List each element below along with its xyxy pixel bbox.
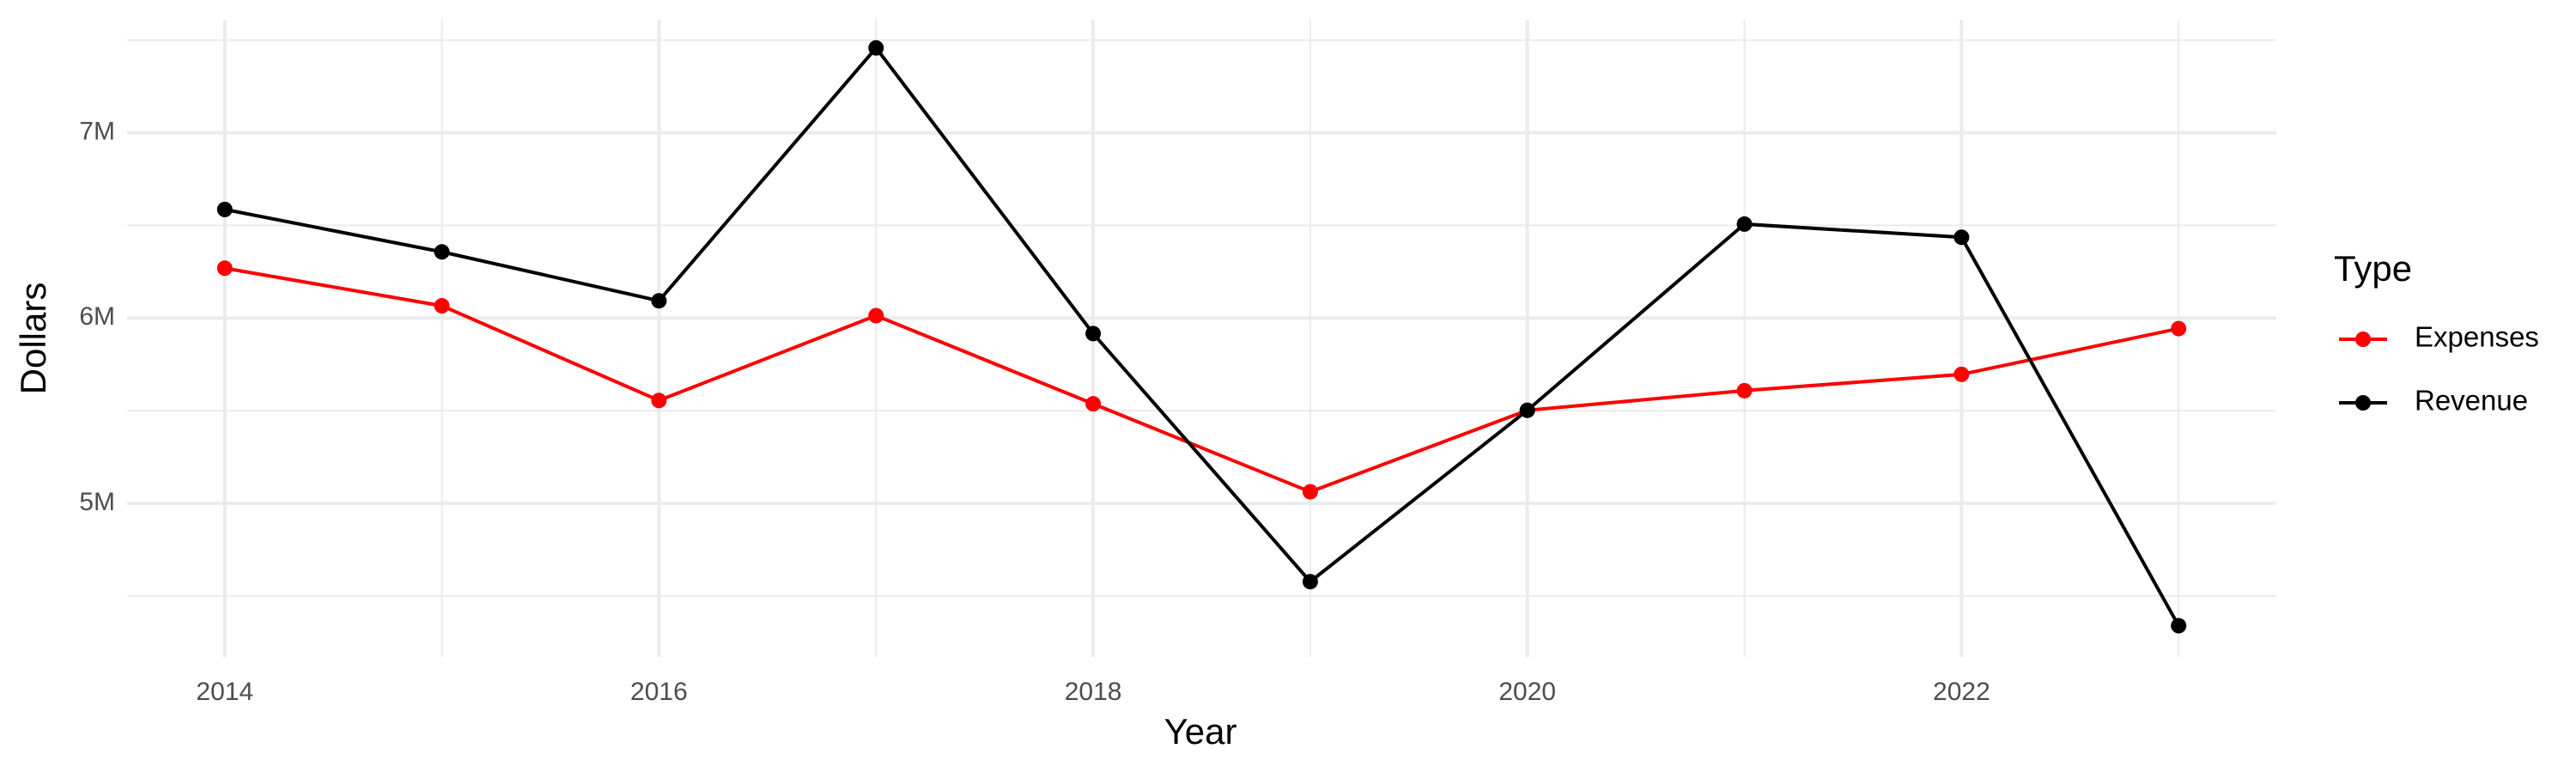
series-line xyxy=(224,45,2180,627)
data-point xyxy=(2171,618,2187,634)
data-point xyxy=(651,393,667,409)
data-point xyxy=(1519,402,1535,418)
legend-label: Expenses xyxy=(2415,321,2539,353)
y-axis-title: Dollars xyxy=(13,283,53,395)
y-tick-label: 7M xyxy=(79,117,115,145)
data-point xyxy=(868,40,884,56)
x-tick-label: 2018 xyxy=(1065,678,1122,706)
legend-title: Type xyxy=(2334,248,2412,289)
series-line xyxy=(224,266,2179,494)
data-point xyxy=(868,307,884,324)
data-point xyxy=(1736,382,1753,399)
legend-label: Revenue xyxy=(2415,385,2528,417)
data-point xyxy=(216,201,233,217)
x-tick-label: 2020 xyxy=(1498,678,1556,706)
data-point xyxy=(434,244,450,260)
data-point xyxy=(434,298,450,314)
data-point xyxy=(1085,396,1102,412)
data-point xyxy=(216,260,233,277)
x-tick-label: 2014 xyxy=(196,678,253,706)
data-point xyxy=(2171,320,2187,337)
data-point xyxy=(1953,229,1970,246)
data-point xyxy=(1736,216,1753,232)
data-point xyxy=(1302,484,1318,500)
data-point xyxy=(1953,366,1970,382)
data-point xyxy=(1085,326,1102,342)
data-point xyxy=(651,293,667,309)
legend-marker xyxy=(2355,332,2371,347)
x-tick-label: 2022 xyxy=(1933,678,1990,706)
y-tick-label: 5M xyxy=(79,488,115,516)
legend-marker xyxy=(2355,395,2371,411)
x-tick-label: 2016 xyxy=(630,678,688,706)
x-axis-title: Year xyxy=(1164,711,1237,752)
data-point xyxy=(1302,574,1318,590)
y-tick-label: 6M xyxy=(79,302,115,331)
